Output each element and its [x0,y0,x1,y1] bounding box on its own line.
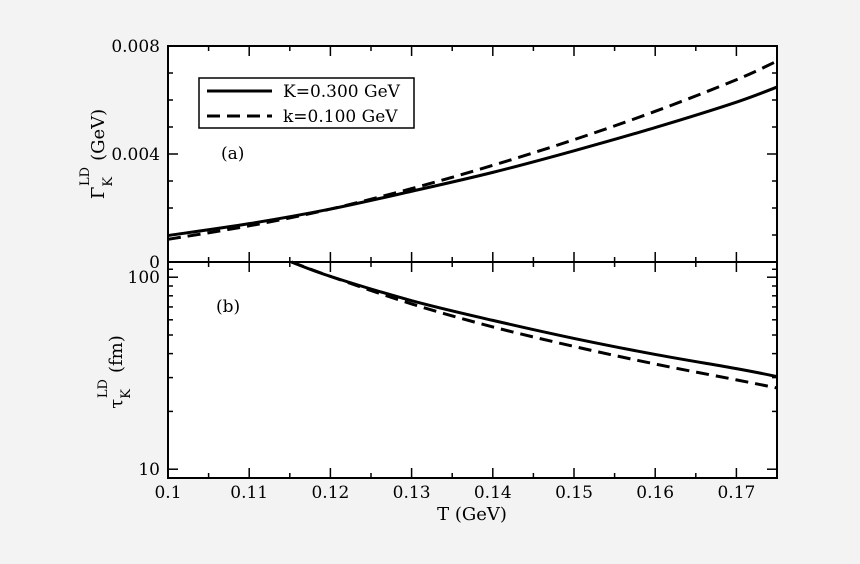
panel-a-ylabel-sup: LD [78,167,93,186]
x-tick-label: 0.16 [636,483,674,503]
panel-a-ticks: 0 0.004 0.008 [111,37,778,273]
x-tick-label: 0.15 [555,483,593,503]
panel-a-y-tick-label: 0.004 [111,145,160,165]
panel-a-label: (a) [221,144,244,164]
panel-b-ylabel-symbol: τ [106,399,127,409]
panel-b: 0.1 0.11 0.12 0.13 0.14 0.15 0.16 0.17 10 100 (b)… [96,260,778,525]
x-axis-label: T (GeV) [437,504,507,525]
x-tick-label: 0.13 [393,483,431,503]
panel-b-ticks: 0.1 0.11 0.12 0.13 0.14 0.15 0.16 0.17 10 100 [128,261,778,503]
panel-a-ylabel-unit: (GeV) [88,109,109,161]
panel-a-ylabel-symbol: Γ [88,187,109,200]
panel-a-ylabel-sub: K [101,177,116,187]
panel-b-lines [290,260,778,390]
panel-a-series-dashed [167,59,778,241]
legend: K=0.300 GeV k=0.100 GeV [198,77,415,129]
x-tick-label: 0.1 [154,483,181,503]
panel-b-y-tick-label: 100 [128,268,160,288]
legend-label-2: k=0.100 GeV [283,107,398,127]
panel-b-plot-area [167,261,778,479]
x-tick-label: 0.17 [717,483,755,503]
panel-b-y-tick-label: 10 [138,460,160,480]
x-tick-label: 0.11 [230,483,268,503]
svg-text:ΓKLD(GeV): ΓK LD (GeV) [78,109,116,199]
panel-b-y-axis-label: τK LD (fm) [96,335,134,409]
panel-a-y-tick-label: 0 [149,253,160,273]
svg-text:τKLD(fm): τK LD (fm) [96,335,134,409]
panel-b-series-solid [290,260,778,378]
panel-b-ylabel-unit: (fm) [106,335,127,373]
x-tick-label: 0.14 [474,483,512,503]
panel-a-lines [167,59,778,241]
panel-a: 0 0.004 0.008 (a) ΓK LD (GeV) K=0.300 GeV k=… [78,37,778,273]
panel-b-series-dashed [290,260,778,390]
panel-a-y-tick-label: 0.008 [111,37,160,57]
panel-b-ylabel-sup: LD [96,379,111,398]
panel-a-series-solid [167,85,778,238]
legend-box [198,77,415,129]
x-tick-label: 0.12 [311,483,349,503]
panel-b-ylabel-sub: K [119,389,134,399]
panel-a-y-axis-label: ΓK LD (GeV) [78,109,116,199]
panel-b-label: (b) [216,297,240,317]
legend-label-1: K=0.300 GeV [283,82,401,102]
